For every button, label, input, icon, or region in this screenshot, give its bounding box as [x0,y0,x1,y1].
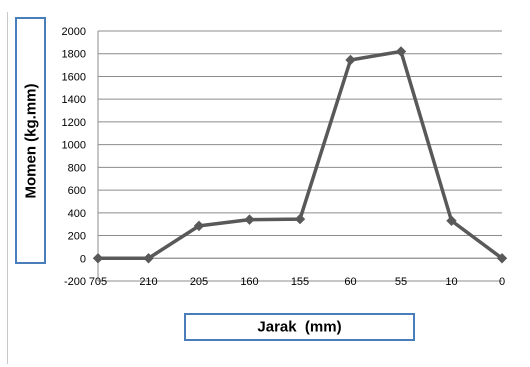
x-tick-label: 705 [89,276,107,288]
y-tick-label: 200 [68,231,86,243]
x-tick-label: 55 [395,276,407,288]
data-point [496,253,508,264]
y-tick-label: 400 [68,208,86,220]
y-tick-label: 1600 [62,71,86,83]
x-axis-title-box: Jarak (mm) [184,313,415,341]
data-point [92,253,104,264]
y-tick-label: 800 [68,162,86,174]
x-tick-label: 160 [240,276,258,288]
x-tick-label: 155 [291,276,309,288]
y-tick-label: 0 [80,253,86,265]
x-tick-label: 60 [344,276,356,288]
x-tick-label: 10 [445,276,457,288]
x-axis-title: Jarak (mm) [257,318,342,336]
y-axis-title-box: Momen (kg.mm) [15,17,46,264]
data-point [143,253,154,264]
x-tick-label: 210 [139,276,157,288]
data-point [294,213,306,225]
y-tick-label: 1400 [62,94,86,106]
x-tick-label: 0 [499,276,505,288]
y-tick-label: 1000 [62,140,86,152]
series-line [98,49,504,261]
y-tick-label: 1200 [62,117,86,129]
data-point [244,214,255,225]
y-tick-label: 600 [68,185,86,197]
y-tick-label: -200 [64,276,86,288]
x-tick-label: 205 [190,276,208,288]
y-tick-label: 2000 [62,26,86,38]
data-point [193,220,205,232]
data-point [345,54,356,66]
data-point [395,46,407,57]
y-tick-label: 1800 [62,49,86,61]
chart-frame-edge [7,12,8,364]
data-point [446,215,457,226]
